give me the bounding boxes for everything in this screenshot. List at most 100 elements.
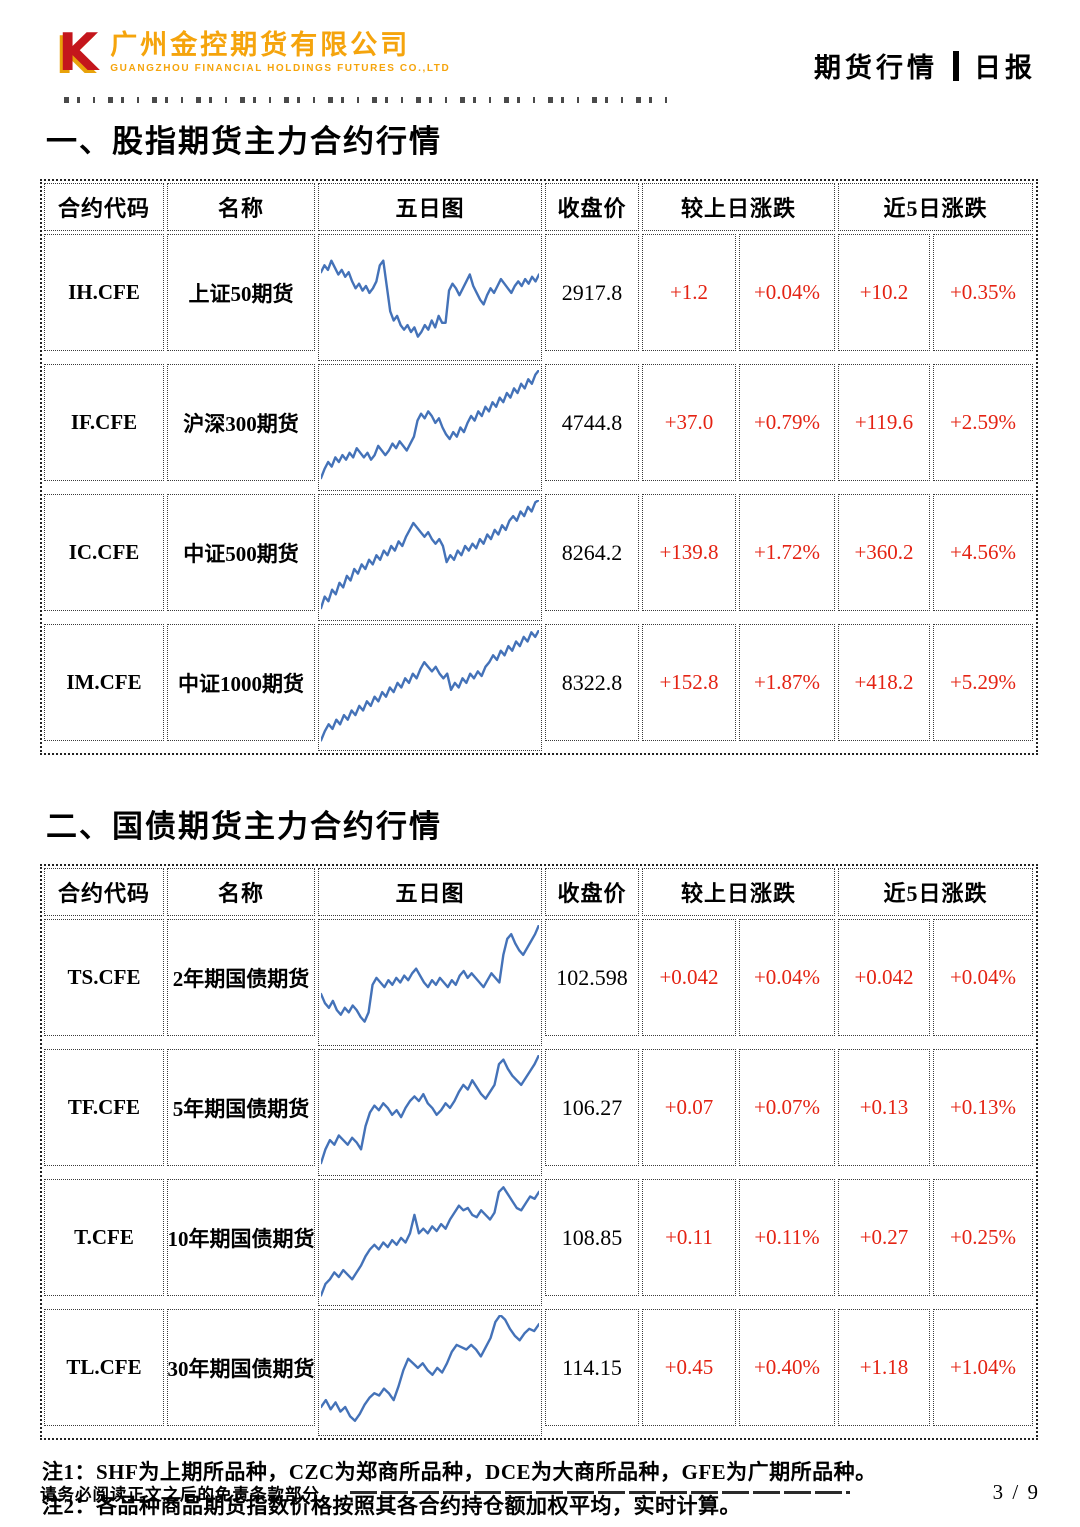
- company-name-en: GUANGZHOU FINANCIAL HOLDINGS FUTURES CO.…: [110, 63, 451, 74]
- section-title-bond: 二、国债期货主力合约行情: [46, 809, 442, 844]
- five-day-change: +418.2: [838, 624, 930, 741]
- col-header-close: 收盘价: [545, 183, 639, 231]
- day-change-pct: +0.79%: [739, 364, 835, 481]
- five-day-chart: [318, 624, 542, 751]
- day-change: +139.8: [642, 494, 736, 611]
- sparkline: [321, 1055, 539, 1170]
- col-header-5day-change: 近5日涨跌: [838, 868, 1033, 916]
- day-change: +37.0: [642, 364, 736, 481]
- contract-name: 30年期国债期货: [167, 1309, 315, 1426]
- close-price: 106.27: [545, 1049, 639, 1166]
- contract-code: TL.CFE: [44, 1309, 164, 1426]
- col-header-name: 名称: [167, 868, 315, 916]
- five-day-change-pct: +0.13%: [933, 1049, 1033, 1166]
- col-header-day-change: 较上日涨跌: [642, 183, 835, 231]
- bond-table: 合约代码 名称 五日图 收盘价 较上日涨跌 近5日涨跌 TS.CFE 2年期国债期…: [40, 864, 1038, 1440]
- sparkline: [321, 370, 539, 485]
- contract-name: 2年期国债期货: [167, 919, 315, 1036]
- five-day-change: +360.2: [838, 494, 930, 611]
- report-type-block: 期货行情 日报: [814, 46, 1036, 85]
- contract-name: 中证500期货: [167, 494, 315, 611]
- contract-code: IH.CFE: [44, 234, 164, 351]
- five-day-chart: [318, 1049, 542, 1176]
- contract-code: TF.CFE: [44, 1049, 164, 1166]
- day-change-pct: +0.04%: [739, 919, 835, 1036]
- five-day-change: +1.18: [838, 1309, 930, 1426]
- sparkline: [321, 240, 539, 355]
- col-header-chart: 五日图: [318, 183, 542, 231]
- five-day-chart: [318, 364, 542, 491]
- logo-text: 广州金控期货有限公司 GUANGZHOU FINANCIAL HOLDINGS …: [110, 30, 450, 74]
- five-day-chart: [318, 1309, 542, 1436]
- section-title-stock-index: 一、股指期货主力合约行情: [46, 124, 442, 159]
- contract-name: 上证50期货: [167, 234, 315, 351]
- five-day-chart: [318, 919, 542, 1046]
- report-period-label: 日报: [974, 53, 1036, 83]
- day-change: +0.45: [642, 1309, 736, 1426]
- col-header-day-change: 较上日涨跌: [642, 868, 835, 916]
- five-day-chart: [318, 234, 542, 361]
- contract-code: T.CFE: [44, 1179, 164, 1296]
- page-number: 3 / 9: [992, 1480, 1040, 1504]
- day-change-pct: +1.72%: [739, 494, 835, 611]
- close-price: 8264.2: [545, 494, 639, 611]
- close-price: 8322.8: [545, 624, 639, 741]
- close-price: 2917.8: [545, 234, 639, 351]
- close-price: 114.15: [545, 1309, 639, 1426]
- col-header-code: 合约代码: [44, 183, 164, 231]
- day-change-pct: +0.04%: [739, 234, 835, 351]
- five-day-change-pct: +0.35%: [933, 234, 1033, 351]
- day-change-pct: +1.87%: [739, 624, 835, 741]
- five-day-change: +119.6: [838, 364, 930, 481]
- close-price: 108.85: [545, 1179, 639, 1296]
- day-change-pct: +0.40%: [739, 1309, 835, 1426]
- contract-name: 沪深300期货: [167, 364, 315, 481]
- clipped-text-artifact: [64, 97, 676, 103]
- five-day-change-pct: +4.56%: [933, 494, 1033, 611]
- masthead: K 广州金控期货有限公司 GUANGZHOU FINANCIAL HOLDING…: [0, 0, 1080, 85]
- footer-rule: [350, 1491, 850, 1494]
- sparkline: [321, 630, 539, 745]
- logo-k-icon: K: [58, 23, 99, 83]
- sparkline: [321, 925, 539, 1040]
- col-header-code: 合约代码: [44, 868, 164, 916]
- five-day-change-pct: +1.04%: [933, 1309, 1033, 1426]
- close-price: 102.598: [545, 919, 639, 1036]
- footnotes: 注1：SHF为上期所品种，CZC为郑商所品种，DCE为大商所品种，GFE为广期所…: [42, 1455, 1080, 1523]
- footnote-2: 注2：各品种商品期货指数价格按照其各合约持仓额加权平均，实时计算。: [42, 1494, 741, 1518]
- day-change-pct: +0.11%: [739, 1179, 835, 1296]
- contract-code: IM.CFE: [44, 624, 164, 741]
- day-change-pct: +0.07%: [739, 1049, 835, 1166]
- day-change: +0.11: [642, 1179, 736, 1296]
- separator-bar: [953, 50, 959, 81]
- disclaimer-text: 请务必阅读正文之后的免责条款部分: [40, 1484, 320, 1504]
- day-change: +0.042: [642, 919, 736, 1036]
- footnote-1: 注1：SHF为上期所品种，CZC为郑商所品种，DCE为大商所品种，GFE为广期所…: [42, 1460, 877, 1484]
- col-header-name: 名称: [167, 183, 315, 231]
- contract-code: IC.CFE: [44, 494, 164, 611]
- five-day-change-pct: +5.29%: [933, 624, 1033, 741]
- five-day-chart: [318, 494, 542, 621]
- contract-code: TS.CFE: [44, 919, 164, 1036]
- sparkline: [321, 1315, 539, 1430]
- day-change: +0.07: [642, 1049, 736, 1166]
- five-day-change: +10.2: [838, 234, 930, 351]
- five-day-change: +0.13: [838, 1049, 930, 1166]
- day-change: +152.8: [642, 624, 736, 741]
- page-footer: 请务必阅读正文之后的免责条款部分 3 / 9: [40, 1480, 1040, 1505]
- five-day-change: +0.27: [838, 1179, 930, 1296]
- report-type-label: 期货行情: [814, 53, 938, 83]
- contract-code: IF.CFE: [44, 364, 164, 481]
- col-header-5day-change: 近5日涨跌: [838, 183, 1033, 231]
- five-day-change-pct: +0.04%: [933, 919, 1033, 1036]
- company-name-cn: 广州金控期货有限公司: [110, 30, 411, 60]
- five-day-change: +0.042: [838, 919, 930, 1036]
- five-day-change-pct: +2.59%: [933, 364, 1033, 481]
- five-day-change-pct: +0.25%: [933, 1179, 1033, 1296]
- day-change: +1.2: [642, 234, 736, 351]
- five-day-chart: [318, 1179, 542, 1306]
- company-logo: K 广州金控期货有限公司 GUANGZHOU FINANCIAL HOLDING…: [58, 23, 450, 83]
- col-header-chart: 五日图: [318, 868, 542, 916]
- contract-name: 中证1000期货: [167, 624, 315, 741]
- contract-name: 10年期国债期货: [167, 1179, 315, 1296]
